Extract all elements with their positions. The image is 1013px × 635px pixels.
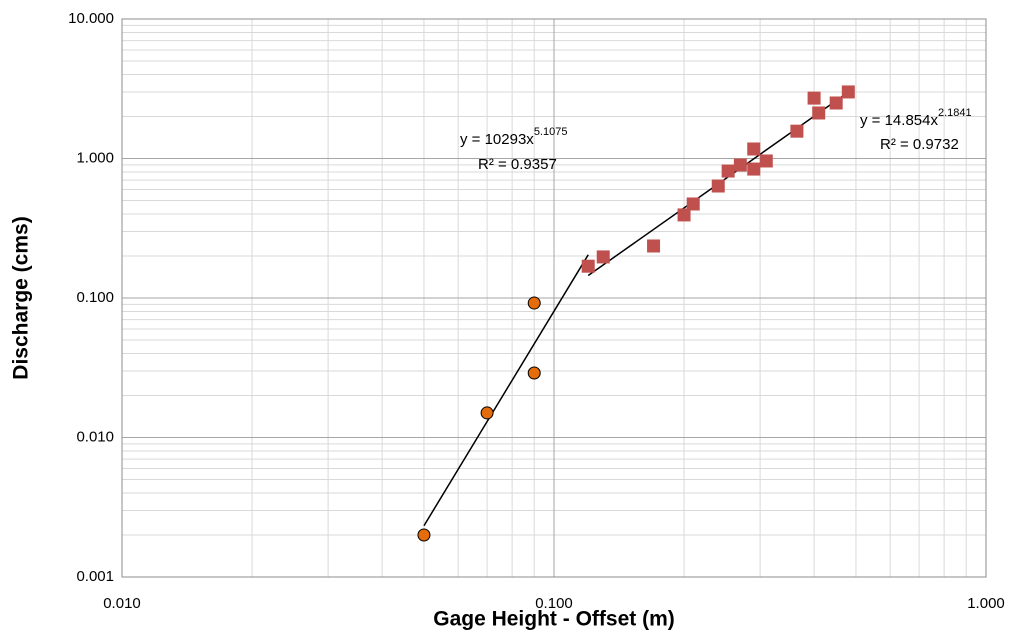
data-point [829,96,843,110]
equation-exponent: 5.1075 [534,126,568,138]
data-point [647,239,661,253]
data-point [480,406,494,420]
x-tick-label: 0.010 [103,595,141,612]
data-point [527,296,541,310]
trendline-r2: R² = 0.9357 [478,156,557,173]
y-tick-label: 0.001 [76,568,114,585]
y-tick-label: 10.000 [68,10,114,27]
x-tick-label: 0.100 [535,595,573,612]
data-point [721,164,735,178]
trendline-r2: R² = 0.9732 [880,136,959,153]
data-point [581,259,595,273]
trendline-equation: y = 10293x5.1075 [460,126,567,148]
data-point [747,142,761,156]
data-point [417,528,431,542]
x-tick-label: 1.000 [967,595,1005,612]
data-point [686,197,700,211]
plot-border [121,18,987,578]
equation-base: y = 14.854x [860,112,938,129]
y-tick-label: 0.100 [76,289,114,306]
data-point [677,208,691,222]
y-axis-title: Discharge (cms) [10,216,33,379]
data-point [747,162,761,176]
data-point [812,106,826,120]
data-point [790,124,804,138]
x-axis-title: Gage Height - Offset (m) [433,608,675,631]
data-point [596,250,610,264]
equation-exponent: 2.1841 [938,107,972,119]
trendline [423,254,589,527]
data-point [759,154,773,168]
data-point [841,85,855,99]
data-point [527,366,541,380]
y-tick-label: 0.010 [76,428,114,445]
data-point [711,179,725,193]
data-point [807,91,821,105]
equation-base: y = 10293x [460,131,534,148]
trendline-equation: y = 14.854x2.1841 [860,107,972,129]
y-tick-label: 1.000 [76,149,114,166]
data-point [733,158,747,172]
